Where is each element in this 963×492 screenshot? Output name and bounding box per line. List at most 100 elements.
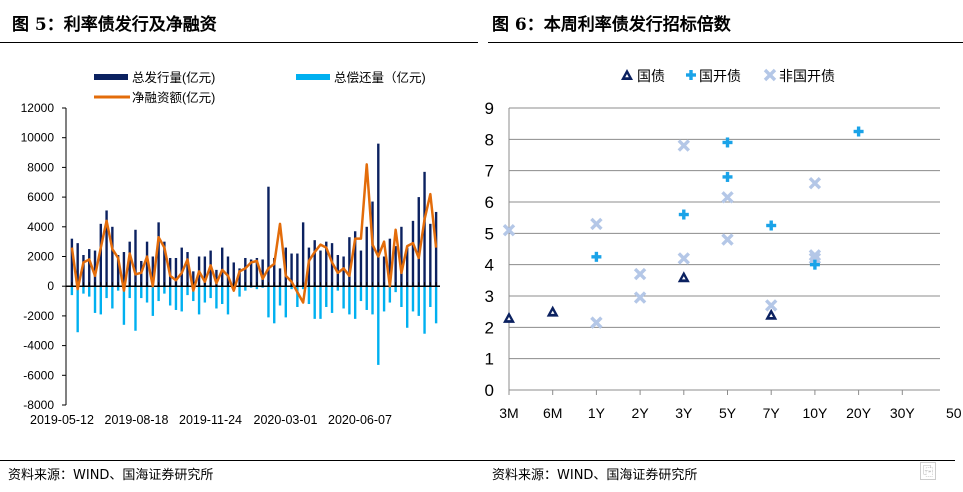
issue-bar xyxy=(76,243,79,287)
gov-bond-marker-hole xyxy=(625,74,629,78)
non-cdb-bond-marker xyxy=(590,316,603,329)
gov-bond-marker-hole xyxy=(682,276,686,280)
issue-bar xyxy=(215,269,218,287)
repay-bar xyxy=(429,286,432,307)
issue-bar xyxy=(249,259,253,287)
issue-bar xyxy=(192,271,195,287)
issue-bar xyxy=(70,238,74,287)
repay-bar xyxy=(76,286,79,333)
issue-bar xyxy=(157,222,160,287)
repay-bar xyxy=(255,286,259,290)
repay-bar xyxy=(238,286,241,297)
issue-bar xyxy=(99,223,102,287)
repay-bar xyxy=(93,286,97,313)
issue-bar xyxy=(388,238,392,287)
repay-bar xyxy=(336,286,340,291)
watermark-logo: ⎘ xyxy=(920,462,937,480)
issue-bar xyxy=(429,223,432,287)
repay-bar xyxy=(215,286,218,309)
non-cdb-bond-marker xyxy=(590,217,603,231)
repay-bar xyxy=(244,286,247,291)
repay-bar xyxy=(301,286,305,290)
repay-bar xyxy=(221,286,224,305)
repay-bar xyxy=(342,286,345,309)
repay-bar xyxy=(290,286,293,290)
x-tick-label: 3M xyxy=(499,405,518,421)
non-cdb-bond-marker xyxy=(763,68,777,82)
repay-bar xyxy=(359,286,363,302)
x-tick-label: 10Y xyxy=(802,405,828,421)
issue-bar xyxy=(244,257,247,287)
issue-bar xyxy=(423,171,426,287)
repay-bar xyxy=(406,286,409,328)
cdb-bond-marker xyxy=(725,171,730,182)
repay-bar xyxy=(163,286,166,294)
repay-bar xyxy=(348,286,351,315)
repay-bar xyxy=(82,286,85,294)
legend-issue-swatch xyxy=(94,74,128,80)
non-cdb-bond-marker xyxy=(677,252,691,265)
issue-bar xyxy=(411,220,415,287)
repay-bar xyxy=(284,286,287,318)
x-tick-label: 30Y xyxy=(890,405,916,421)
x-tick-label: 50 xyxy=(946,405,962,421)
non-cdb-bond-marker xyxy=(633,291,647,304)
issue-bar xyxy=(180,247,183,287)
repay-bar xyxy=(267,286,270,318)
repay-bar xyxy=(151,286,155,316)
legend-noncdb-label: 非国开债 xyxy=(779,68,835,84)
net-financing-line xyxy=(70,163,438,304)
repay-bar xyxy=(168,286,172,306)
issue-bar xyxy=(353,231,357,287)
repay-bar xyxy=(423,286,426,334)
repay-bar xyxy=(111,286,114,309)
y-tick-label: 0 xyxy=(47,279,54,293)
issue-bar xyxy=(145,241,149,287)
issue-bar xyxy=(122,252,126,287)
repay-bar xyxy=(116,286,120,291)
y-tick-label: 3 xyxy=(485,287,494,306)
cdb-bond-marker xyxy=(725,137,730,148)
left-title-rule xyxy=(0,42,478,43)
non-cdb-bond-marker xyxy=(721,233,734,246)
issue-bar xyxy=(203,256,207,287)
cdb-bond-marker xyxy=(769,220,773,231)
y-tick-label: 9 xyxy=(485,99,494,118)
x-tick-label: 3Y xyxy=(675,405,693,421)
issue-bar xyxy=(128,241,131,287)
issue-bar xyxy=(93,250,97,287)
y-tick-label: 1 xyxy=(485,350,494,369)
repay-bar xyxy=(394,286,397,293)
issue-bar xyxy=(394,246,397,287)
issue-bar xyxy=(313,240,316,287)
issue-bar xyxy=(116,255,120,287)
issue-bar xyxy=(232,262,235,287)
issue-bar xyxy=(400,226,403,287)
y-tick-label: 2 xyxy=(485,318,494,337)
non-cdb-bond-marker xyxy=(502,223,516,237)
repay-bar xyxy=(377,286,380,365)
issue-bar xyxy=(261,259,264,287)
repay-bar xyxy=(434,286,438,324)
non-cdb-bond-marker xyxy=(677,139,691,152)
x-tick-label: 2020-06-07 xyxy=(328,413,392,427)
right-chart: 0 1 2 3 4 5 6 7 8 9 3M 6M 1Y 2Y 3Y 5Y 7Y 10Y 20Y 30Y 50 国债 国开债… xyxy=(485,68,962,421)
issue-bar xyxy=(319,250,322,287)
y-tick-label: 10000 xyxy=(21,131,55,145)
legend-gov-label: 国债 xyxy=(637,68,665,84)
y-tick-label: 8000 xyxy=(27,160,54,174)
legend-repay-label: 总偿还量（亿元) xyxy=(334,70,426,85)
cdb-bond-marker xyxy=(594,251,599,262)
issue-bar xyxy=(406,247,409,287)
y-tick-label: -4000 xyxy=(23,339,54,353)
repay-bar xyxy=(145,286,149,303)
issue-bar xyxy=(359,250,363,287)
repay-bar xyxy=(140,286,143,299)
non-cdb-bond-marker xyxy=(808,252,822,265)
non-cdb-bond-marker xyxy=(633,267,647,281)
repay-bar xyxy=(278,286,282,306)
non-cdb-bond-marker xyxy=(808,176,822,190)
y-tick-label: -6000 xyxy=(23,368,54,382)
issue-bar xyxy=(186,252,189,287)
issue-bar xyxy=(348,237,351,287)
